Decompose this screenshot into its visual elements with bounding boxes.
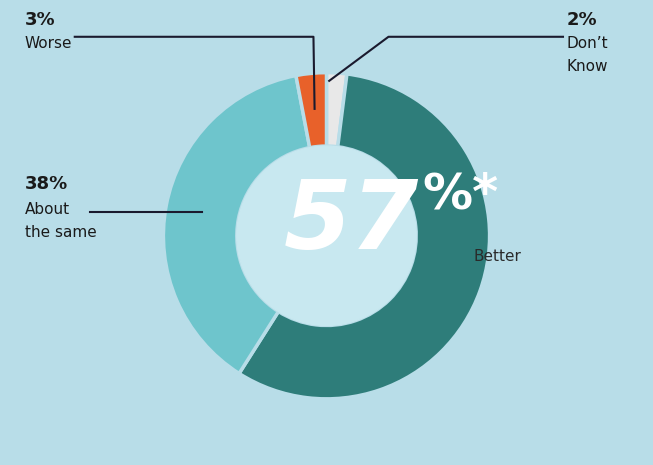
Text: Better: Better [473,249,521,265]
Text: About: About [25,202,70,217]
Text: the same: the same [25,225,97,240]
Text: 2%: 2% [566,12,597,29]
Wedge shape [326,73,347,147]
Text: 3%: 3% [25,12,56,29]
Wedge shape [163,75,310,373]
Text: Don’t: Don’t [566,36,608,51]
Text: %*: %* [422,171,498,219]
Text: Worse: Worse [25,36,72,51]
Text: 38%: 38% [25,174,68,193]
Circle shape [237,146,416,326]
Wedge shape [296,73,326,148]
Text: 57: 57 [283,176,419,269]
Text: Know: Know [566,59,608,73]
Wedge shape [239,74,490,399]
